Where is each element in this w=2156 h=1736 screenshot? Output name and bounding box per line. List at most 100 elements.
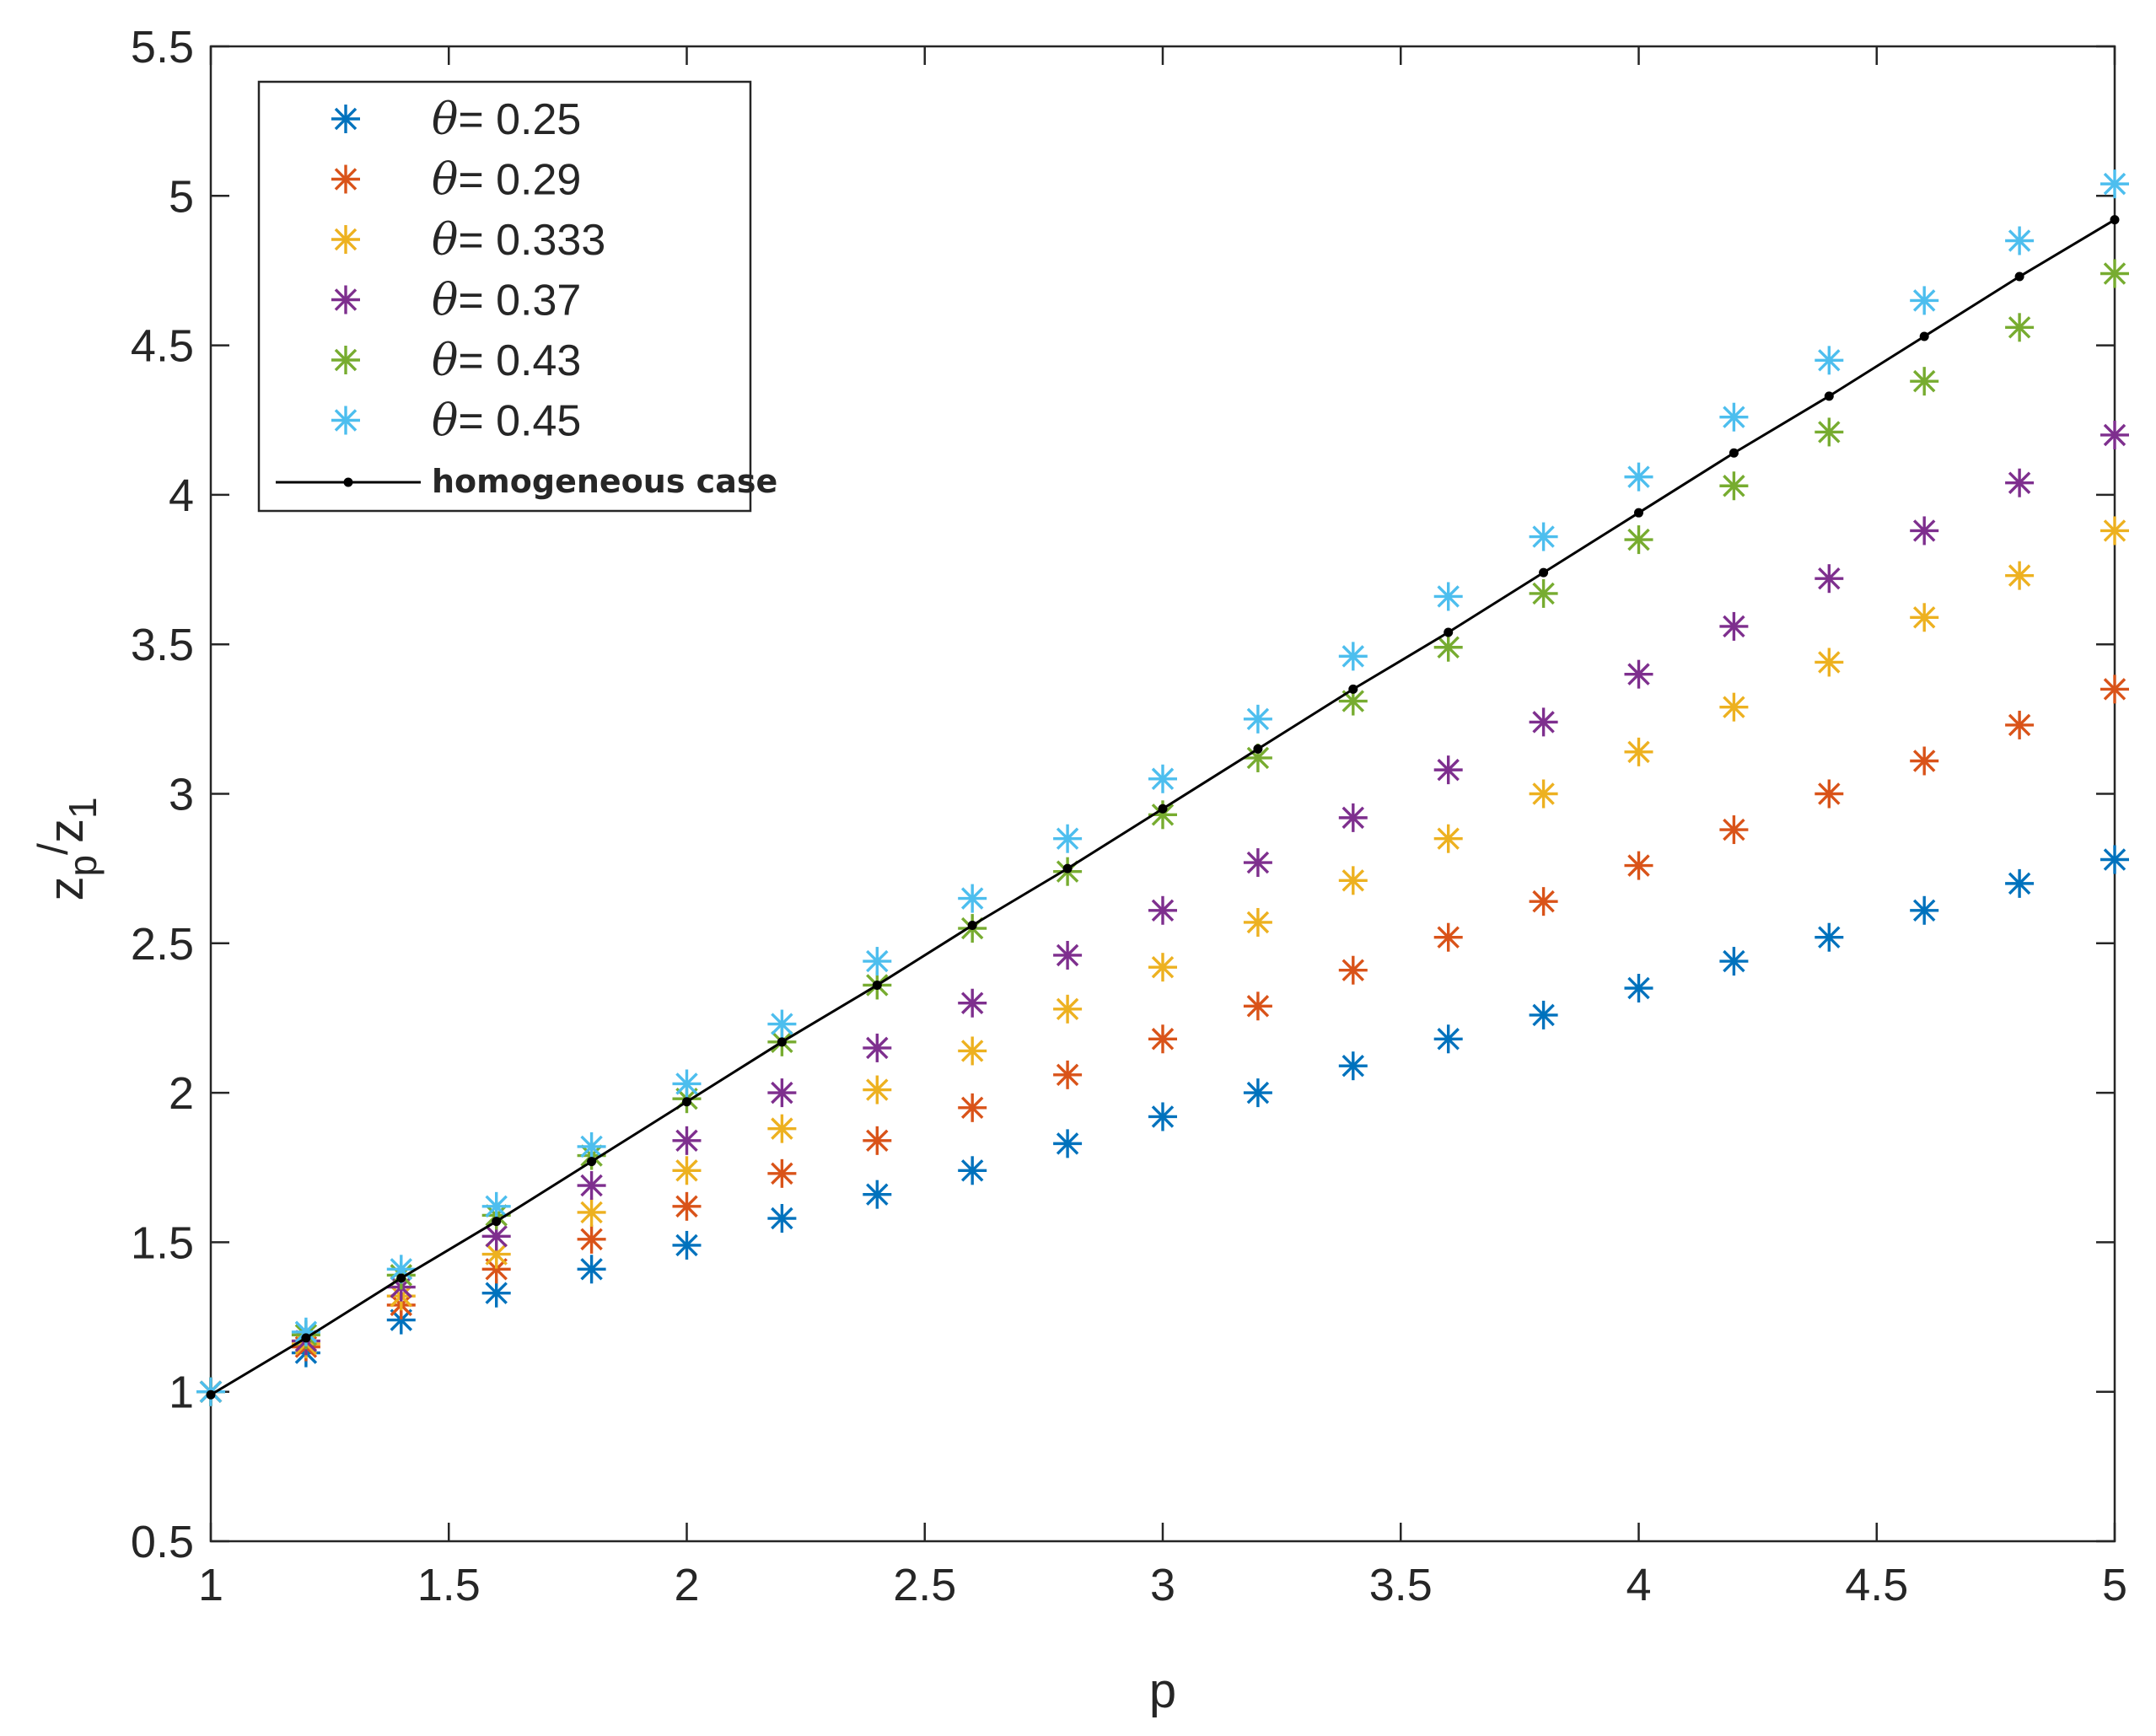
marker-stroke [485, 1282, 508, 1304]
data-point [672, 1126, 702, 1155]
marker-stroke [1532, 1003, 1555, 1027]
marker-stroke [1056, 1132, 1079, 1155]
legend-label-value: = 0.43 [458, 336, 581, 385]
marker-stroke [1151, 955, 1175, 979]
marker-stroke [1151, 899, 1175, 922]
marker-stroke [2103, 519, 2126, 542]
legend-marker-swatch [331, 346, 360, 374]
marker-stroke [675, 1072, 698, 1095]
data-point [1815, 648, 1844, 677]
data-point [1243, 907, 1272, 937]
legend-entry-0: θ= 0.25 [331, 94, 581, 145]
marker-stroke [675, 1195, 698, 1218]
y-tick-label: 1.5 [131, 1217, 194, 1268]
data-point [1624, 973, 1653, 1002]
data-point [492, 1217, 502, 1227]
data-point [1824, 391, 1834, 401]
legend-marker-swatch [331, 406, 360, 435]
marker-stroke [334, 107, 358, 131]
data-point [672, 1230, 702, 1260]
data-point [1243, 1078, 1272, 1108]
data-point [1815, 922, 1844, 952]
data-point [2014, 271, 2024, 282]
data-point [577, 1255, 606, 1284]
marker-stroke [1341, 959, 1365, 981]
x-tick-label: 1.5 [417, 1560, 481, 1610]
marker-stroke [485, 1243, 508, 1266]
marker-stroke [960, 1096, 984, 1120]
y-axis-label-z-den: z [39, 819, 94, 843]
marker-stroke [1246, 851, 1270, 874]
marker-stroke [1246, 911, 1270, 934]
marker-stroke [334, 348, 358, 372]
legend-label: θ= 0.25 [432, 94, 581, 145]
data-point [1910, 895, 1939, 925]
data-point [2005, 710, 2035, 739]
data-point [1719, 611, 1749, 641]
marker-stroke [485, 1195, 508, 1218]
data-point [682, 1097, 691, 1107]
data-point [206, 1389, 216, 1400]
legend-entry-2: θ= 0.333 [331, 215, 605, 266]
data-point [1338, 866, 1368, 895]
marker-stroke [485, 1225, 508, 1248]
data-point [1444, 627, 1454, 637]
marker-stroke [1912, 289, 1936, 312]
data-point [2005, 561, 2035, 590]
data-point [1539, 567, 1549, 578]
y-tick-label: 2 [169, 1068, 194, 1119]
y-axis-label-z: z [39, 877, 94, 901]
data-point [1719, 692, 1749, 722]
legend-label-theta: θ [432, 215, 458, 266]
x-axis-label: p [1149, 1663, 1176, 1718]
data-point [1338, 642, 1368, 671]
marker-stroke [294, 1320, 318, 1344]
marker-stroke [580, 1174, 603, 1197]
data-point [1253, 744, 1263, 754]
marker-stroke [334, 288, 358, 311]
legend-marker-swatch [331, 105, 360, 133]
legend-label-theta: θ [432, 155, 458, 206]
data-point [1433, 632, 1463, 662]
marker-stroke [1627, 465, 1650, 488]
y-axis-label-sub-p: p [61, 855, 105, 877]
x-tick-label: 2.5 [893, 1560, 956, 1610]
data-point [481, 1239, 511, 1269]
legend-label: θ= 0.333 [432, 215, 605, 266]
marker-stroke [1151, 1028, 1175, 1051]
data-point [767, 1158, 797, 1188]
data-point [958, 884, 987, 913]
data-point [577, 1197, 606, 1227]
marker-stroke [334, 168, 358, 191]
marker-stroke [2008, 316, 2031, 339]
data-marks [196, 169, 2129, 1406]
marker-stroke [771, 1117, 793, 1140]
marker-stroke [1246, 1081, 1270, 1104]
data-point [1529, 779, 1558, 809]
marker-stroke [1532, 525, 1555, 548]
data-point [672, 1191, 702, 1221]
legend-label: θ= 0.43 [432, 336, 581, 386]
series-6 [206, 215, 2120, 1400]
marker-stroke [2008, 471, 2031, 494]
data-point [1624, 462, 1653, 492]
data-point [1148, 1102, 1177, 1131]
data-point [1719, 402, 1749, 432]
marker-stroke [1627, 740, 1650, 764]
legend-dot-swatch [343, 477, 353, 487]
data-point [1910, 746, 1939, 776]
data-point [1719, 815, 1749, 845]
data-point [1062, 863, 1073, 873]
marker-stroke [866, 949, 889, 973]
data-point [1433, 922, 1463, 952]
marker-stroke [1723, 818, 1745, 841]
marker-stroke [1723, 949, 1745, 973]
data-point [1919, 331, 1929, 341]
marker-stroke [675, 1233, 698, 1257]
marker-stroke [1246, 707, 1270, 731]
data-point [1053, 824, 1083, 853]
marker-stroke [1341, 690, 1365, 712]
data-point [672, 1069, 702, 1099]
marker-stroke [2103, 172, 2126, 196]
